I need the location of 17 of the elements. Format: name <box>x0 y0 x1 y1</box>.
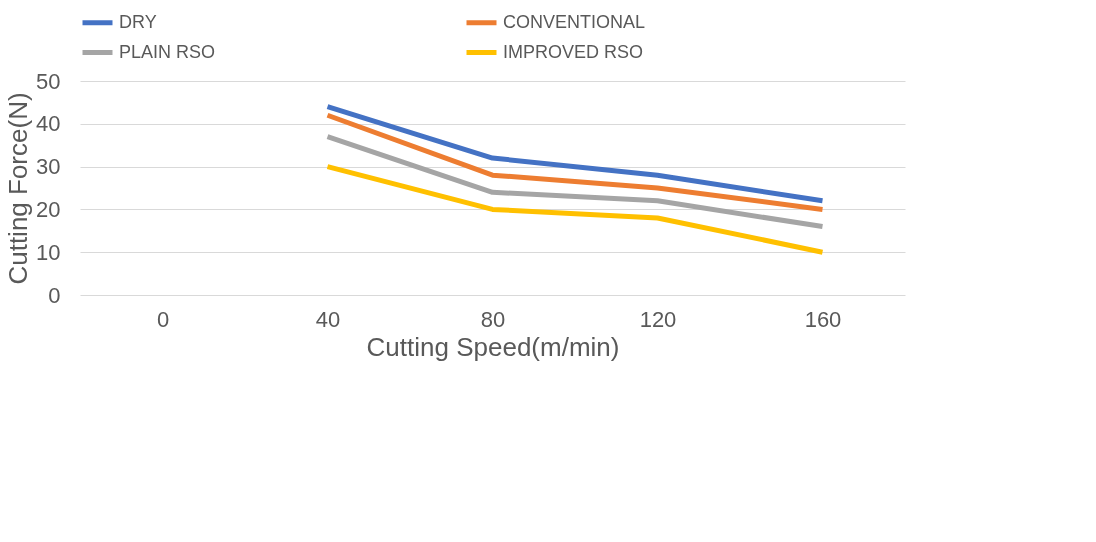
x-axis-title: Cutting Speed(m/min) <box>366 331 620 362</box>
x-tick-label: 0 <box>156 306 170 332</box>
y-axis-title: Cutting Force(N) <box>3 92 34 285</box>
y-tick-label: 50 <box>36 68 61 94</box>
y-tick-label: 0 <box>48 282 61 308</box>
x-tick-label: 80 <box>480 306 506 332</box>
y-tick-label: 20 <box>36 196 61 222</box>
y-tick-label: 30 <box>36 154 61 180</box>
x-tick-label: 40 <box>315 306 341 332</box>
y-tick-label: 40 <box>36 111 61 137</box>
legend-label: CONVENTIONAL <box>503 11 646 32</box>
legend-label: PLAIN RSO <box>119 41 216 62</box>
legend-label: DRY <box>119 11 157 32</box>
legend-label: IMPROVED RSO <box>503 41 644 62</box>
x-tick-label: 120 <box>639 306 677 332</box>
x-tick-label: 160 <box>804 306 842 332</box>
y-tick-label: 10 <box>36 239 61 265</box>
